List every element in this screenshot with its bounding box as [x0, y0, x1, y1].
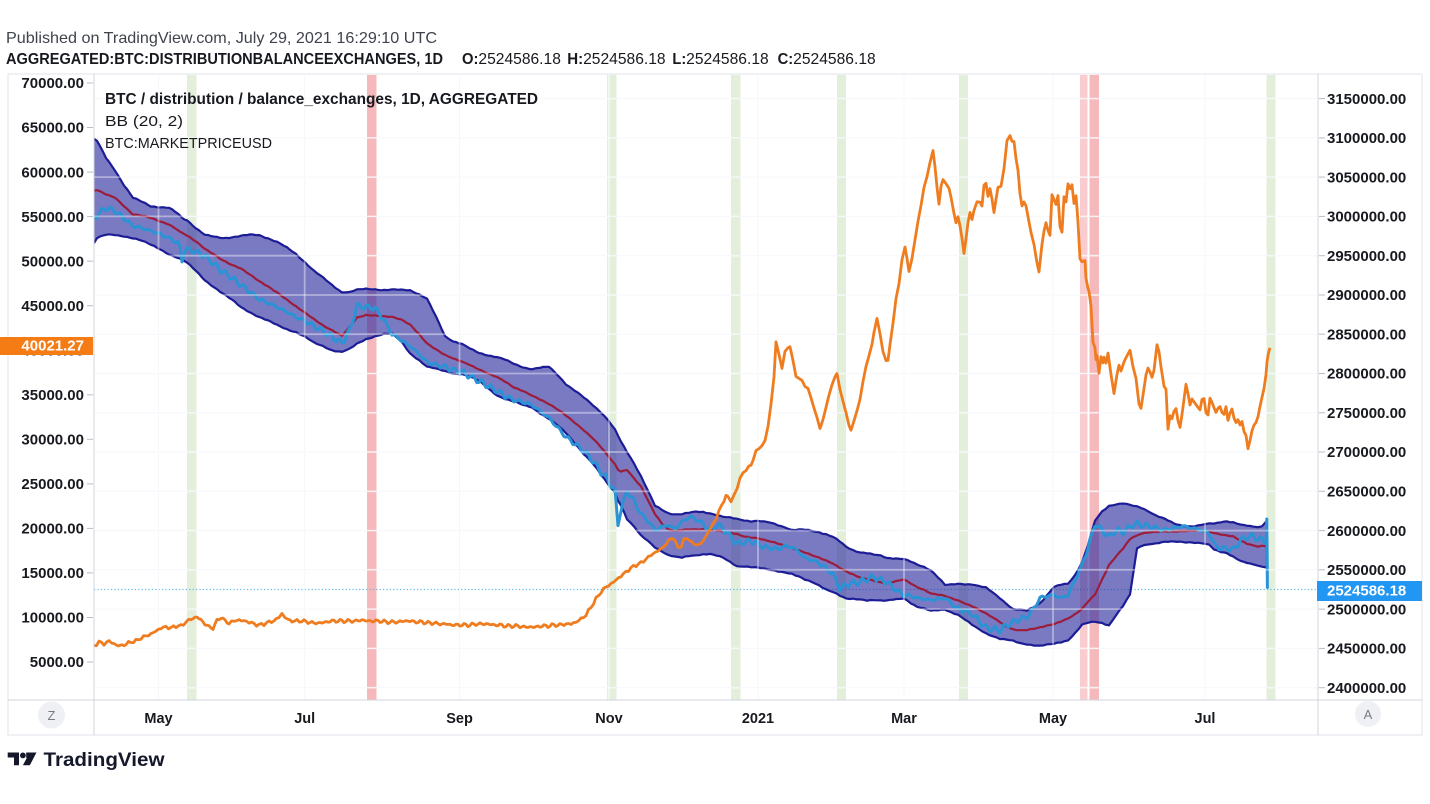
svg-text:Sep: Sep	[446, 711, 473, 727]
svg-text:2021: 2021	[742, 711, 774, 727]
svg-text:3050000.00: 3050000.00	[1327, 169, 1406, 186]
svg-text:L:: L:	[672, 51, 686, 68]
svg-text:2524586.18: 2524586.18	[1327, 583, 1406, 600]
svg-text:2524586.18: 2524586.18	[793, 51, 876, 68]
svg-text:3000000.00: 3000000.00	[1327, 209, 1406, 226]
svg-text:50000.00: 50000.00	[21, 253, 84, 270]
svg-text:35000.00: 35000.00	[21, 387, 84, 404]
svg-text:2500000.00: 2500000.00	[1327, 601, 1406, 618]
svg-text:Published on TradingView.com,: Published on TradingView.com, July 29, 2…	[6, 30, 437, 47]
svg-text:2400000.00: 2400000.00	[1327, 680, 1406, 697]
svg-text:65000.00: 65000.00	[21, 120, 84, 137]
svg-text:AGGREGATED:BTC:DISTRIBUTIONBAL: AGGREGATED:BTC:DISTRIBUTIONBALANCEEXCHAN…	[6, 51, 443, 68]
svg-text:2800000.00: 2800000.00	[1327, 366, 1406, 383]
svg-text:2650000.00: 2650000.00	[1327, 484, 1406, 501]
svg-text:5000.00: 5000.00	[30, 654, 84, 671]
svg-text:2900000.00: 2900000.00	[1327, 287, 1406, 304]
svg-text:10000.00: 10000.00	[21, 610, 84, 627]
svg-text:May: May	[144, 711, 172, 727]
svg-text:3100000.00: 3100000.00	[1327, 130, 1406, 147]
svg-text:2750000.00: 2750000.00	[1327, 405, 1406, 422]
svg-text:May: May	[1039, 711, 1067, 727]
svg-text:O:: O:	[462, 51, 478, 68]
svg-text:25000.00: 25000.00	[21, 476, 84, 493]
svg-text:A: A	[1364, 707, 1373, 722]
svg-text:2524586.18: 2524586.18	[686, 51, 769, 68]
svg-text:Z: Z	[48, 708, 56, 723]
svg-text:70000.00: 70000.00	[21, 75, 84, 92]
svg-text:45000.00: 45000.00	[21, 298, 84, 315]
svg-text:Mar: Mar	[891, 711, 917, 727]
svg-text:55000.00: 55000.00	[21, 209, 84, 226]
svg-text:Jul: Jul	[1195, 711, 1216, 727]
svg-text:2700000.00: 2700000.00	[1327, 444, 1406, 461]
svg-text:2600000.00: 2600000.00	[1327, 523, 1406, 540]
svg-text:Jul: Jul	[294, 711, 315, 727]
svg-text:2524586.18: 2524586.18	[478, 51, 561, 68]
svg-text:40021.27: 40021.27	[21, 338, 84, 355]
svg-text:3150000.00: 3150000.00	[1327, 91, 1406, 108]
svg-text:TradingView: TradingView	[44, 749, 166, 771]
svg-text:20000.00: 20000.00	[21, 521, 84, 538]
svg-text:2550000.00: 2550000.00	[1327, 562, 1406, 579]
svg-text:H:: H:	[567, 51, 583, 68]
svg-text:C:: C:	[778, 51, 794, 68]
svg-text:BB (20, 2): BB (20, 2)	[105, 113, 183, 130]
svg-text:BTC:MARKETPRICEUSD: BTC:MARKETPRICEUSD	[105, 135, 272, 152]
svg-text:BTC / distribution / balance_e: BTC / distribution / balance_exchanges, …	[105, 91, 538, 108]
svg-text:2850000.00: 2850000.00	[1327, 326, 1406, 343]
svg-text:2524586.18: 2524586.18	[583, 51, 666, 68]
svg-text:Nov: Nov	[595, 711, 622, 727]
svg-text:2950000.00: 2950000.00	[1327, 248, 1406, 265]
svg-text:60000.00: 60000.00	[21, 164, 84, 181]
svg-text:15000.00: 15000.00	[21, 565, 84, 582]
svg-text:2450000.00: 2450000.00	[1327, 641, 1406, 658]
svg-text:30000.00: 30000.00	[21, 432, 84, 449]
